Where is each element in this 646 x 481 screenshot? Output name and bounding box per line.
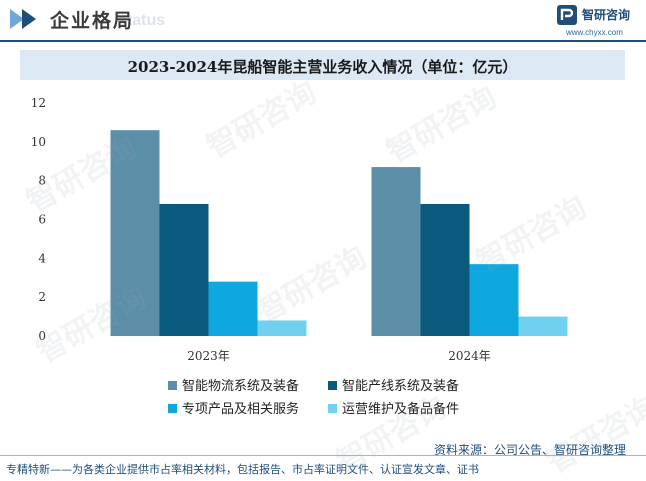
section-title: 企业格局 — [50, 10, 135, 32]
chart-legend: 智能物流系统及装备 智能产线系统及装备专项产品及相关服务 运营维护及备品备件 — [168, 375, 498, 421]
chart-title-bar: 2023-2024年昆船智能主营业务收入情况（单位：亿元） — [20, 50, 625, 80]
y-tick-label: 4 — [38, 251, 46, 265]
footer-note: 专精特新——为各类企业提供市占率相关材料，包括报告、市占率证明文件、认证宣发文章… — [6, 463, 479, 476]
legend-label: 运营维护及备品备件 — [342, 402, 460, 417]
footer-divider — [0, 455, 646, 456]
legend-swatch — [328, 404, 337, 413]
legend-swatch — [328, 381, 337, 390]
y-tick-label: 12 — [31, 96, 46, 110]
bar-4-2 — [518, 316, 568, 336]
section-arrow-icon — [10, 9, 36, 29]
page-header: status 企业格局 智研咨询 www.chyxx.com — [0, 0, 646, 44]
legend-item: 智能物流系统及装备 — [168, 376, 328, 398]
brand-name: 智研咨询 — [582, 8, 631, 22]
legend-item: 运营维护及备品备件 — [328, 399, 488, 421]
bar-3-2 — [469, 264, 519, 336]
bar-1-2 — [371, 167, 421, 336]
source-note: 资料来源：公司公告、智研咨询整理 — [434, 443, 627, 457]
legend-label: 智能产线系统及装备 — [342, 379, 460, 394]
header-divider — [0, 40, 646, 42]
legend-item: 专项产品及相关服务 — [168, 399, 328, 421]
legend-swatch — [168, 404, 177, 413]
y-tick-label: 6 — [38, 213, 46, 227]
section-watermark: status — [118, 12, 166, 29]
legend-label: 智能物流系统及装备 — [182, 379, 300, 394]
legend-label: 专项产品及相关服务 — [182, 402, 300, 417]
bar-2-2 — [420, 203, 470, 336]
y-tick-label: 8 — [38, 174, 46, 188]
x-tick-label: 2024年 — [448, 349, 491, 363]
bar-1-1 — [110, 130, 160, 336]
bar-2-1 — [159, 203, 209, 336]
legend-swatch — [168, 381, 177, 390]
x-tick-label: 2023年 — [187, 349, 230, 363]
y-tick-label: 2 — [38, 290, 46, 304]
y-tick-label: 10 — [31, 135, 46, 149]
bar-3-1 — [208, 281, 258, 336]
brand-url: www.chyxx.com — [566, 28, 623, 37]
bar-4-1 — [257, 320, 307, 336]
chart-title: 2023-2024年昆船智能主营业务收入情况（单位：亿元） — [127, 58, 518, 76]
brand-logo-icon — [557, 5, 577, 25]
legend-item: 智能产线系统及装备 — [328, 376, 488, 398]
y-tick-label: 0 — [38, 329, 46, 343]
